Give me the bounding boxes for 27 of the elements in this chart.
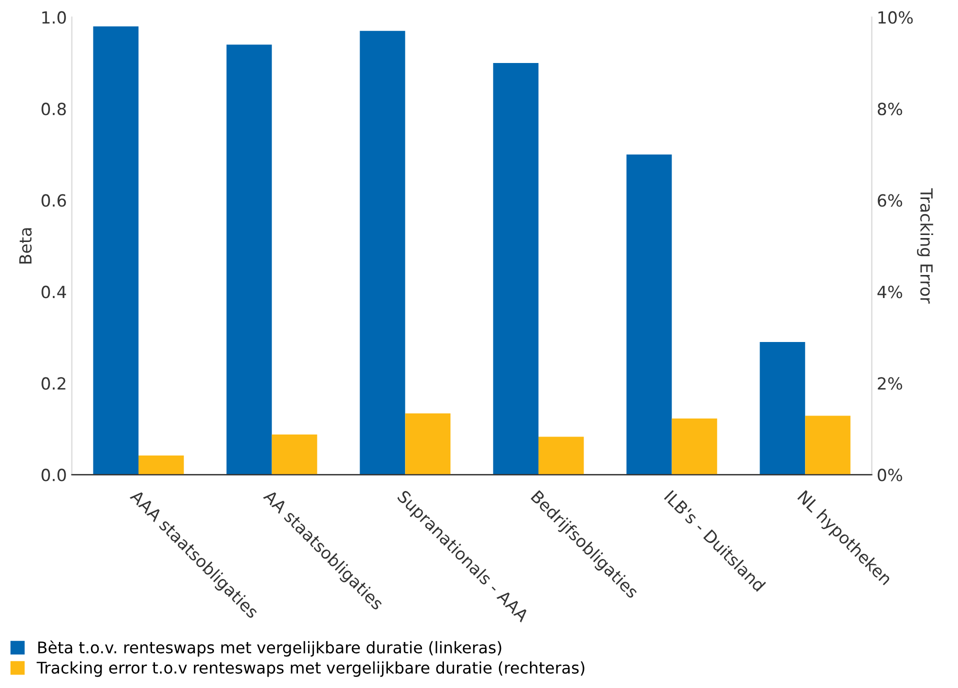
- y2-tick-label: 2%: [878, 377, 902, 390]
- y2-tick-label: 4%: [877, 286, 902, 298]
- bar: [405, 413, 450, 475]
- bar: [93, 26, 139, 475]
- y-tick-label: 0.8: [42, 102, 66, 116]
- bar: [538, 436, 584, 475]
- y2-tick-label: 10%: [878, 11, 913, 24]
- y-axis-title: Beta: [19, 228, 32, 264]
- bar: [760, 342, 806, 475]
- bar: [360, 30, 406, 475]
- bar: [672, 418, 718, 475]
- y-tick-label: 1.0: [42, 11, 66, 24]
- y2-axis-title: Tracking Error: [917, 188, 934, 304]
- legend-label: Bèta t.o.v. renteswaps met vergelijkbare duratie (linkeras): [38, 640, 502, 657]
- y-tick-label: 0.4: [42, 286, 66, 298]
- bar: [226, 44, 272, 475]
- y-tick-label: 0.2: [42, 377, 66, 390]
- bar: [138, 456, 184, 475]
- y2-tick-label: 8%: [878, 102, 902, 116]
- bar: [272, 434, 318, 475]
- y-tick-label: 0.0: [42, 468, 66, 482]
- y2-tick-label: 0%: [878, 468, 902, 482]
- y-tick-label: 0.6: [42, 194, 66, 207]
- legend-label: Tracking error t.o.v renteswaps met vergelijkbare duratie (rechteras): [36, 661, 584, 677]
- bar: [493, 62, 538, 475]
- bar: [626, 154, 672, 475]
- y2-tick-label: 6%: [878, 194, 902, 207]
